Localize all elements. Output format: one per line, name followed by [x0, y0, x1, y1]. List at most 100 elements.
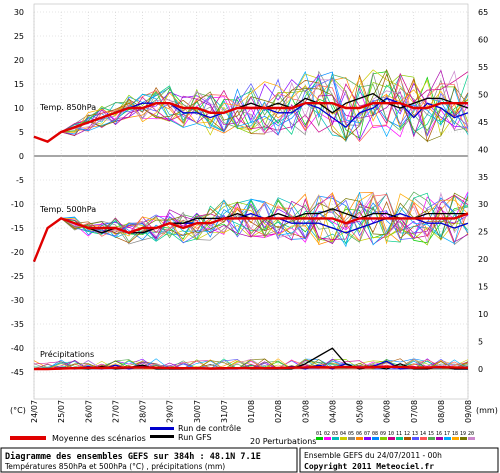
perturbation-number: 13 — [412, 431, 418, 437]
perturbation-swatch — [460, 437, 467, 440]
perturbation-line-500 — [33, 192, 469, 262]
footer-title-box — [0, 447, 298, 473]
x-tick-label: 27/07 — [111, 400, 120, 423]
perturbation-number: 08 — [372, 431, 378, 437]
perturbation-swatch — [436, 437, 443, 440]
left-tick-label: 30 — [14, 8, 24, 17]
plot-frame — [33, 3, 469, 400]
perturbation-number: 11 — [396, 431, 402, 437]
right-tick-label: 45 — [478, 118, 488, 127]
footer-ensemble-label: Ensemble GEFS du 24/07/2011 - 00h — [304, 451, 442, 460]
perturbation-number: 05 — [348, 431, 354, 437]
x-tick-label: 24/07 — [30, 400, 39, 423]
perturbation-number: 17 — [444, 431, 450, 437]
right-tick-label: 65 — [478, 8, 488, 17]
left-tick-label: -30 — [11, 296, 24, 305]
perturbation-swatch — [348, 437, 355, 440]
left-tick-label: 5 — [19, 128, 24, 137]
perturbation-swatches: 01 02 03 04 05 06 07 08 09 10 11 12 13 14 15 16 17 18 19 20 — [316, 431, 475, 440]
left-tick-label: -25 — [11, 272, 24, 281]
perturbation-swatch — [404, 437, 411, 440]
left-tick-label: 0 — [19, 152, 24, 161]
perturbation-line-850 — [33, 76, 469, 142]
legend-control-swatch — [150, 427, 174, 430]
perturbation-line-850 — [33, 70, 469, 142]
x-tick-label: 01/08 — [247, 400, 256, 423]
legend: Moyenne des scénarios Run de contrôle Ru… — [10, 423, 475, 446]
x-tick-label: 30/07 — [193, 400, 202, 423]
footer-info-box — [299, 447, 499, 473]
left-tick-label: -35 — [11, 320, 24, 329]
perturbation-swatch — [444, 437, 451, 440]
legend-control-label: Run de contrôle — [178, 423, 241, 433]
perturbation-swatch — [420, 437, 427, 440]
x-tick-label: 02/08 — [274, 400, 283, 423]
perturbation-line-850 — [33, 70, 469, 142]
perturbation-number: 10 — [388, 431, 394, 437]
perturbation-swatch — [356, 437, 363, 440]
perturbation-number: 19 — [460, 431, 466, 437]
legend-perturbations-label: 20 Perturbations — [250, 437, 316, 446]
panel-label-850: Temp. 850hPa — [39, 103, 96, 112]
legend-mean-label: Moyenne des scénarios — [52, 433, 146, 443]
right-tick-label: 40 — [478, 145, 488, 154]
perturbation-swatch — [364, 437, 371, 440]
x-tick-label: 28/07 — [139, 400, 148, 423]
perturbation-number: 07 — [364, 431, 370, 437]
perturbation-swatch — [324, 437, 331, 440]
perturbation-swatch — [388, 437, 395, 440]
perturbation-number: 09 — [380, 431, 386, 437]
legend-gfs-label: Run GFS — [178, 433, 212, 442]
perturbation-line-850 — [33, 74, 469, 142]
left-tick-label: 20 — [14, 56, 24, 65]
perturbation-swatch — [412, 437, 419, 440]
mean-line-precip — [34, 365, 469, 371]
right-tick-label: 20 — [478, 255, 488, 264]
right-tick-label: 30 — [478, 200, 488, 209]
perturbation-line-850 — [33, 77, 469, 142]
x-tick-label: 08/08 — [437, 400, 446, 423]
left-tick-label: -5 — [16, 176, 24, 185]
perturbation-swatch — [340, 437, 347, 440]
left-tick-label: -20 — [11, 248, 24, 257]
right-tick-label: 0 — [478, 365, 483, 374]
left-tick-label: -40 — [11, 344, 24, 353]
right-axis-unit: (mm) — [476, 406, 498, 415]
right-tick-label: 5 — [478, 338, 483, 347]
perturbation-number: 18 — [452, 431, 458, 437]
main-series-lines — [32, 92, 469, 371]
perturbation-swatch — [468, 437, 475, 440]
x-tick-label: 07/08 — [410, 400, 419, 423]
x-tick-label: 26/07 — [84, 400, 93, 423]
perturbation-swatch — [380, 437, 387, 440]
perturbation-swatch — [372, 437, 379, 440]
x-tick-label: 03/08 — [301, 400, 310, 423]
x-tick-label: 06/08 — [383, 400, 392, 423]
x-tick-label: 09/08 — [464, 400, 473, 423]
footer-copyright: Copyright 2011 Meteociel.fr — [304, 461, 434, 471]
perturbation-number: 03 — [332, 431, 338, 437]
x-axis-ticks: 24/07 25/07 26/07 27/07 28/07 29/07 30/07 31/07… — [30, 400, 473, 423]
right-tick-label: 15 — [478, 283, 488, 292]
left-tick-label: -45 — [11, 368, 24, 377]
right-tick-label: 10 — [478, 310, 488, 319]
x-tick-label: 31/07 — [220, 400, 229, 423]
perturbation-number: 16 — [436, 431, 442, 437]
panel-label-precip: Précipitations — [40, 349, 94, 359]
right-tick-label: 25 — [478, 228, 488, 237]
perturbation-number: 14 — [420, 431, 426, 437]
mean-line-850 — [33, 102, 468, 143]
right-tick-label: 35 — [478, 173, 488, 182]
perturbation-line-500 — [33, 192, 469, 262]
perturbation-number: 06 — [356, 431, 362, 437]
left-tick-label: 10 — [14, 104, 24, 113]
right-tick-label: 55 — [478, 63, 488, 72]
footer-subtitle: Températures 850hPa et 500hPa (°C) , pré… — [4, 462, 225, 471]
panel-label-500: Temp. 500hPa — [39, 205, 96, 214]
left-axis-unit: (°C) — [10, 406, 26, 415]
x-tick-label: 05/08 — [356, 400, 365, 423]
perturbation-swatch — [452, 437, 459, 440]
perturbation-number: 02 — [324, 431, 330, 437]
